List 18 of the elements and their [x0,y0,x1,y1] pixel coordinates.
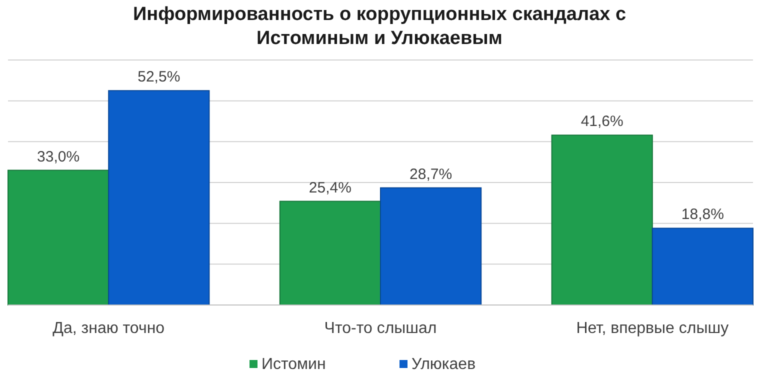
x-tick-label: Да, знаю точно [52,320,165,337]
bar [652,228,754,306]
data-label: 28,7% [410,166,452,183]
bar [279,200,381,306]
bar [551,134,653,306]
legend-label: Истомин [262,356,326,373]
data-label: 52,5% [138,68,180,86]
bar [108,90,210,306]
data-label: 41,6% [580,113,624,130]
data-label: 18,8% [681,206,724,224]
x-tick-label: Что-то слышал [324,320,437,337]
data-label: 25,4% [308,179,352,196]
legend-label: Улюкаев [412,356,476,373]
chart-title: Информированность о коррупционных скандалах с Истоминым и Улюкаевым [132,4,626,49]
bar [380,187,482,306]
data-label: 33,0% [37,148,80,166]
bar [8,170,110,306]
x-tick-label: Нет, впервые слышу [576,320,729,337]
